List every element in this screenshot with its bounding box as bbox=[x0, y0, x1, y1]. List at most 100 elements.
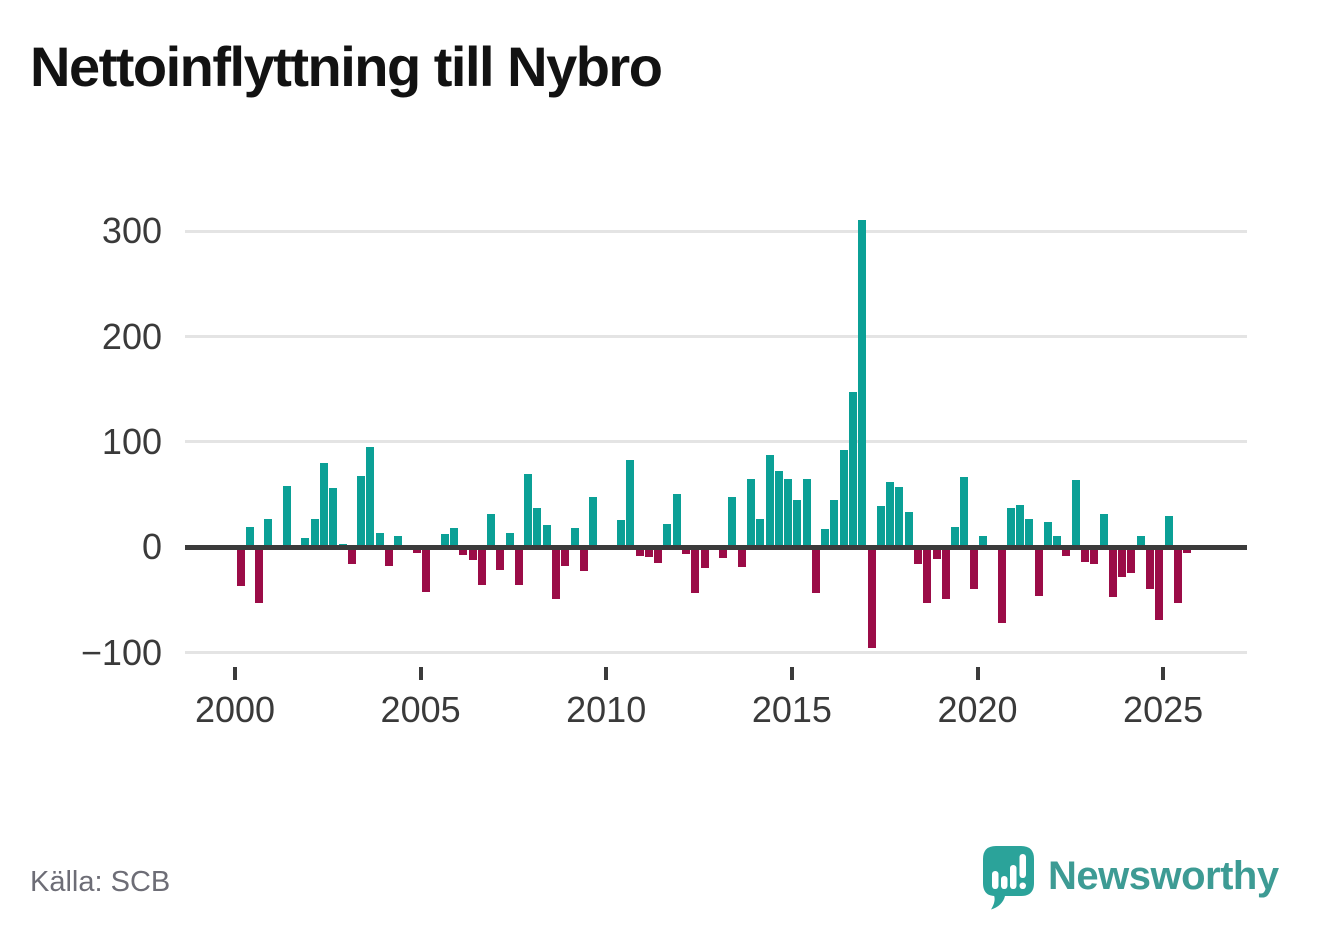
bar-2023Q4 bbox=[1118, 547, 1127, 577]
bar-2006Q4 bbox=[487, 513, 496, 548]
bar-2002Q1 bbox=[310, 518, 319, 548]
bar-2004Q1 bbox=[384, 547, 393, 567]
bar-2022Q1 bbox=[1053, 535, 1062, 548]
bar-2014Q1 bbox=[756, 518, 765, 548]
bar-2016Q1 bbox=[830, 499, 839, 548]
bar-2000Q3 bbox=[255, 547, 264, 604]
bar-2020Q1 bbox=[978, 535, 987, 548]
bar-2025Q1 bbox=[1164, 515, 1173, 548]
gridline-y-100 bbox=[185, 440, 1247, 444]
bar-2016Q2 bbox=[839, 450, 848, 548]
bar-2008Q1 bbox=[533, 508, 542, 548]
bar-2007Q2 bbox=[505, 532, 514, 548]
bar-2007Q4 bbox=[524, 473, 533, 548]
bar-2022Q3 bbox=[1071, 479, 1080, 548]
bar-2006Q1 bbox=[459, 547, 468, 555]
newsworthy-bubble-icon bbox=[980, 843, 1038, 918]
bar-2015Q2 bbox=[802, 478, 811, 548]
bar-2005Q3 bbox=[440, 533, 449, 548]
bar-2010Q3 bbox=[626, 459, 635, 548]
bar-2024Q1 bbox=[1127, 547, 1136, 573]
bubble-shape bbox=[983, 845, 1034, 909]
bar-2004Q4 bbox=[412, 547, 421, 553]
bar-2021Q4 bbox=[1043, 522, 1052, 548]
newsworthy-logo: Newsworthy bbox=[980, 843, 1279, 918]
bar-2005Q1 bbox=[422, 547, 431, 592]
bar-2000Q4 bbox=[264, 518, 273, 548]
logo-bar-3 bbox=[1010, 864, 1017, 889]
bar-2024Q2 bbox=[1136, 535, 1145, 548]
gridline-y-200 bbox=[185, 335, 1247, 338]
x-tick-label-2020: 2020 bbox=[937, 689, 1018, 730]
x-tick-label-2025: 2025 bbox=[1123, 689, 1204, 730]
bar-2018Q4 bbox=[932, 547, 941, 559]
bar-2019Q3 bbox=[960, 476, 969, 548]
bar-2012Q3 bbox=[700, 547, 709, 569]
bar-2020Q3 bbox=[997, 547, 1006, 624]
bar-2008Q4 bbox=[561, 547, 570, 567]
bar-2010Q2 bbox=[617, 519, 625, 548]
chart-title: Nettoinflyttning till Nybro bbox=[30, 35, 663, 98]
x-tick-2005 bbox=[418, 667, 423, 680]
bar-2022Q2 bbox=[1062, 547, 1071, 556]
source-note: Källa: SCB bbox=[30, 866, 171, 898]
y-tick-label-100: 100 bbox=[101, 420, 162, 462]
newsworthy-wordmark: Newsworthy bbox=[1048, 854, 1279, 898]
bar-2019Q2 bbox=[951, 527, 960, 548]
bar-2013Q3 bbox=[737, 547, 746, 568]
bar-2006Q2 bbox=[468, 547, 477, 560]
bar-2015Q4 bbox=[821, 529, 830, 548]
x-tick-label-2015: 2015 bbox=[751, 689, 832, 730]
bar-2006Q3 bbox=[477, 547, 486, 586]
x-tick-label-2005: 2005 bbox=[380, 689, 461, 730]
bar-2024Q3 bbox=[1146, 547, 1155, 590]
bar-2017Q4 bbox=[895, 487, 904, 548]
bar-2022Q4 bbox=[1081, 547, 1090, 563]
bar-2012Q2 bbox=[691, 547, 700, 593]
x-tick-label-2000: 2000 bbox=[194, 689, 276, 730]
bar-2014Q3 bbox=[774, 471, 783, 548]
bar-2023Q3 bbox=[1108, 547, 1117, 597]
bar-2002Q3 bbox=[329, 488, 338, 548]
bar-2015Q3 bbox=[811, 547, 820, 593]
bar-2018Q1 bbox=[904, 511, 913, 548]
y-tick-label-200: 200 bbox=[101, 315, 162, 357]
bar-2024Q4 bbox=[1155, 547, 1164, 620]
bar-2007Q1 bbox=[496, 547, 505, 571]
bar-2011Q1 bbox=[644, 547, 653, 557]
bar-2007Q3 bbox=[514, 547, 523, 586]
bar-2015Q1 bbox=[793, 499, 802, 548]
bar-2020Q4 bbox=[1006, 508, 1015, 548]
bar-2013Q4 bbox=[746, 478, 755, 548]
bar-2003Q3 bbox=[366, 447, 375, 548]
x-tick-2010 bbox=[604, 667, 609, 680]
logo-bar-2 bbox=[1001, 875, 1008, 889]
bar-2008Q3 bbox=[552, 547, 561, 599]
bar-2013Q2 bbox=[728, 496, 737, 548]
bar-2018Q3 bbox=[923, 547, 932, 604]
bar-2025Q3 bbox=[1183, 547, 1192, 553]
bar-2000Q1 bbox=[236, 547, 245, 587]
bar-2009Q2 bbox=[579, 547, 588, 572]
bar-2017Q2 bbox=[876, 506, 885, 548]
bar-2016Q3 bbox=[849, 392, 858, 548]
bar-2002Q2 bbox=[320, 463, 329, 548]
bar-2003Q2 bbox=[357, 475, 366, 548]
bar-2016Q4 bbox=[858, 219, 867, 548]
bar-2017Q3 bbox=[886, 482, 895, 548]
bar-2001Q2 bbox=[282, 486, 291, 548]
gridline-y-300 bbox=[185, 229, 1247, 233]
y-tick-label--100: −100 bbox=[80, 631, 162, 673]
bar-2003Q1 bbox=[347, 547, 356, 565]
x-tick-2025 bbox=[1161, 667, 1166, 680]
y-tick-label-0: 0 bbox=[141, 526, 162, 568]
bar-2023Q1 bbox=[1090, 547, 1099, 565]
bar-2021Q1 bbox=[1016, 505, 1025, 548]
bar-2023Q2 bbox=[1099, 513, 1108, 548]
bar-2001Q4 bbox=[301, 537, 310, 548]
bar-2011Q2 bbox=[654, 547, 663, 564]
bar-2019Q4 bbox=[969, 547, 978, 590]
bar-2014Q2 bbox=[765, 454, 774, 548]
